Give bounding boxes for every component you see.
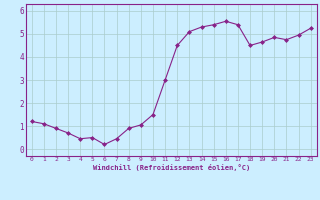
X-axis label: Windchill (Refroidissement éolien,°C): Windchill (Refroidissement éolien,°C) bbox=[92, 164, 250, 171]
